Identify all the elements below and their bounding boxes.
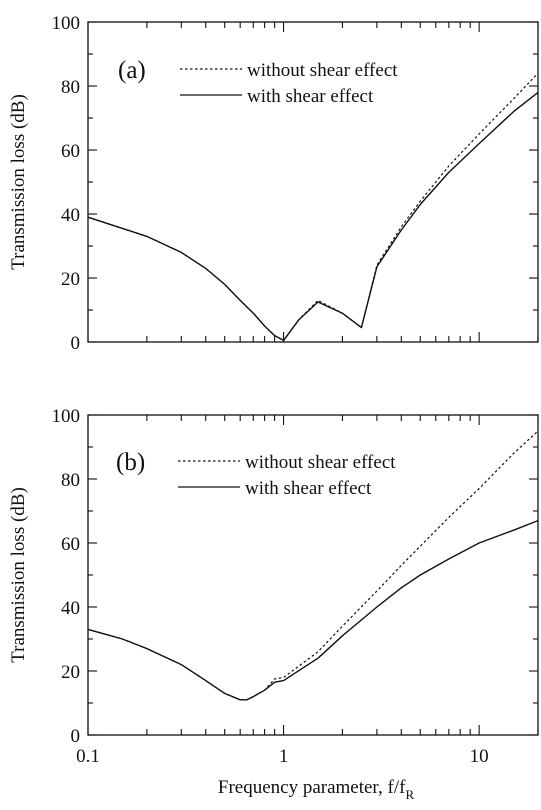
y-tick-label: 20 bbox=[61, 662, 80, 683]
legend-label: without shear effect bbox=[245, 452, 396, 473]
y-ticks: 0 20 40 60 80 100 bbox=[52, 13, 538, 354]
y-tick-label: 80 bbox=[61, 470, 80, 491]
x-tick-label: 0.1 bbox=[76, 746, 100, 767]
series-line-solid bbox=[87, 91, 539, 342]
series-line-dotted bbox=[87, 72, 539, 341]
legend-label: with shear effect bbox=[245, 478, 372, 499]
y-axis-label: Transmission loss (dB) bbox=[8, 94, 29, 270]
y-tick-label: 40 bbox=[61, 205, 80, 226]
y-tick-label: 100 bbox=[52, 13, 81, 34]
y-tick-label: 100 bbox=[52, 406, 81, 427]
series-layer bbox=[87, 72, 539, 342]
x-axis-label-main: Frequency parameter, f/f bbox=[218, 777, 406, 798]
x-axis-label: Frequency parameter, f/fR bbox=[218, 777, 415, 802]
y-tick-label: 80 bbox=[61, 77, 80, 98]
y-tick-label: 60 bbox=[61, 141, 80, 162]
x-ticks: 0.1 1 10 bbox=[76, 415, 539, 767]
y-tick-label: 60 bbox=[61, 534, 80, 555]
panel-b: 0 20 40 60 80 100 0.1 1 10 (b) without shear ef… bbox=[8, 406, 539, 802]
series-line-solid bbox=[87, 519, 539, 701]
legend-label: with shear effect bbox=[247, 86, 374, 107]
x-ticks bbox=[87, 22, 539, 342]
panel-label: (b) bbox=[116, 449, 145, 476]
y-axis-label: Transmission loss (dB) bbox=[8, 487, 29, 663]
y-tick-label: 0 bbox=[71, 726, 81, 747]
x-axis-label-subscript: R bbox=[405, 787, 414, 802]
x-tick-label: 10 bbox=[470, 746, 489, 767]
x-tick-label: 1 bbox=[279, 746, 289, 767]
y-tick-label: 20 bbox=[61, 269, 80, 290]
y-tick-label: 0 bbox=[71, 333, 81, 354]
y-tick-label: 40 bbox=[61, 598, 80, 619]
series-layer bbox=[87, 430, 539, 701]
panel-label: (a) bbox=[118, 57, 146, 84]
series-line-dotted bbox=[87, 430, 539, 701]
panel-a: 0 20 40 60 80 100 (a) without shear effect wi… bbox=[8, 13, 539, 354]
y-ticks: 0 20 40 60 80 100 bbox=[52, 406, 538, 747]
legend-label: without shear effect bbox=[247, 60, 398, 81]
